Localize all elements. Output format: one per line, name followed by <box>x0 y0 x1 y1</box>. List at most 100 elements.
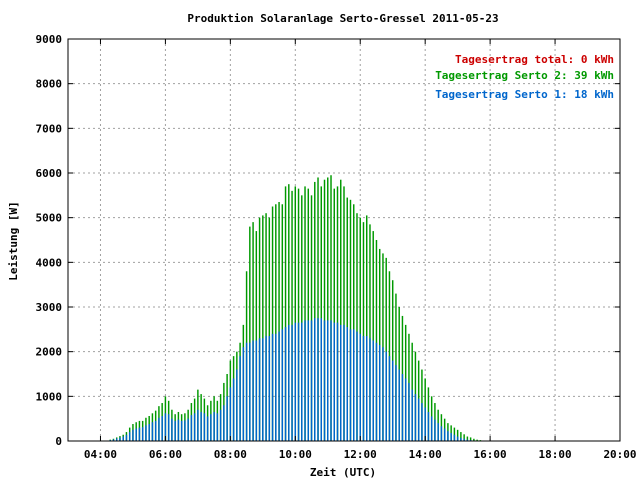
x-tick-label: 18:00 <box>538 448 571 461</box>
bar-serto-2 <box>307 188 310 441</box>
bar-serto-1 <box>171 418 173 441</box>
x-tick-label: 04:00 <box>84 448 117 461</box>
bar-serto-1 <box>437 423 439 441</box>
bar-serto-2 <box>353 204 355 441</box>
bar-serto-1 <box>122 436 124 441</box>
bar-serto-1 <box>297 322 300 441</box>
bar-serto-2 <box>333 188 335 441</box>
chart-title: Produktion Solaranlage Serto-Gressel 201… <box>187 12 498 25</box>
bar-serto-1 <box>115 438 118 441</box>
bar-serto-2 <box>340 179 342 441</box>
bar-serto-1 <box>271 333 274 441</box>
bar-serto-1 <box>180 420 183 441</box>
bar-serto-1 <box>440 426 443 441</box>
bar-serto-2 <box>297 188 300 441</box>
y-tick-label: 7000 <box>36 122 63 135</box>
x-tick-label: 08:00 <box>214 448 247 461</box>
legend-entry-total: Tagesertrag total: 0 kWh <box>455 53 614 66</box>
bar-serto-1 <box>323 320 326 441</box>
bar-serto-1 <box>242 347 245 441</box>
bar-serto-1 <box>349 329 352 441</box>
bar-serto-1 <box>265 336 267 441</box>
bar-serto-1 <box>460 437 462 441</box>
bar-serto-1 <box>304 320 306 441</box>
bar-serto-2 <box>252 222 254 441</box>
bar-serto-1 <box>382 347 384 441</box>
x-axis-label: Zeit (UTC) <box>310 466 376 479</box>
bar-serto-1 <box>210 414 212 441</box>
x-tick-label: 12:00 <box>344 448 377 461</box>
bar-serto-1 <box>275 333 277 441</box>
bar-serto-1 <box>343 324 345 441</box>
x-tick-label: 10:00 <box>279 448 312 461</box>
bar-serto-1 <box>158 417 160 441</box>
bar-serto-1 <box>226 396 228 441</box>
bar-serto-1 <box>395 365 397 441</box>
bar-serto-1 <box>333 322 335 441</box>
bar-serto-1 <box>141 427 144 441</box>
bar-serto-1 <box>417 398 420 441</box>
bar-serto-1 <box>154 420 157 441</box>
bar-serto-1 <box>281 329 284 441</box>
bar-serto-2 <box>460 432 462 441</box>
y-tick-label: 5000 <box>36 212 63 225</box>
bar-serto-1 <box>391 360 394 441</box>
bar-serto-2 <box>330 175 332 442</box>
bar-serto-1 <box>190 415 193 441</box>
bar-serto-2 <box>346 197 348 441</box>
bar-serto-2 <box>463 434 465 441</box>
bar-serto-1 <box>353 329 355 441</box>
bar-serto-1 <box>262 338 264 441</box>
bar-serto-1 <box>288 324 290 441</box>
bar-serto-1 <box>317 318 319 441</box>
x-tick-label: 06:00 <box>149 448 182 461</box>
y-tick-label: 6000 <box>36 167 63 180</box>
bar-serto-1 <box>167 414 170 441</box>
bar-serto-2 <box>469 437 472 441</box>
y-tick-label: 0 <box>55 435 62 448</box>
bar-serto-1 <box>330 320 332 441</box>
bar-serto-1 <box>466 439 469 441</box>
bar-serto-1 <box>135 428 137 441</box>
bar-serto-1 <box>151 422 154 441</box>
bar-serto-2 <box>378 248 381 441</box>
bar-serto-1 <box>187 418 189 441</box>
bar-serto-1 <box>252 340 254 441</box>
bar-serto-2 <box>356 213 358 441</box>
bar-serto-2 <box>271 206 274 441</box>
bar-serto-1 <box>421 403 423 441</box>
bar-serto-1 <box>125 434 128 441</box>
bar-serto-2 <box>304 186 306 441</box>
bar-serto-1 <box>119 437 121 441</box>
bar-serto-1 <box>453 434 456 441</box>
bar-serto-2 <box>320 186 322 441</box>
bar-serto-1 <box>372 340 374 441</box>
bar-serto-1 <box>148 424 150 441</box>
bar-serto-1 <box>249 342 251 441</box>
bar-serto-1 <box>369 338 371 441</box>
bar-serto-1 <box>340 324 342 441</box>
bar-serto-1 <box>327 320 329 441</box>
bar-serto-2 <box>359 217 361 441</box>
bar-serto-1 <box>278 331 280 441</box>
bar-serto-2 <box>294 186 297 441</box>
bar-serto-1 <box>427 411 430 441</box>
bar-serto-2 <box>453 427 456 441</box>
bar-serto-1 <box>128 432 131 441</box>
bar-serto-2 <box>343 186 345 441</box>
bar-serto-1 <box>430 416 433 441</box>
bar-serto-2 <box>473 438 475 441</box>
bar-serto-1 <box>378 344 381 441</box>
bar-serto-1 <box>359 333 361 441</box>
bar-serto-1 <box>132 429 134 441</box>
bar-serto-1 <box>258 338 261 441</box>
bar-serto-1 <box>314 318 316 441</box>
bar-serto-2 <box>317 177 319 441</box>
bar-serto-1 <box>255 340 258 441</box>
bar-serto-1 <box>463 438 465 441</box>
bar-serto-2 <box>262 215 264 441</box>
bar-serto-2 <box>456 429 459 441</box>
bar-serto-1 <box>161 415 163 441</box>
bar-serto-2 <box>336 186 339 441</box>
